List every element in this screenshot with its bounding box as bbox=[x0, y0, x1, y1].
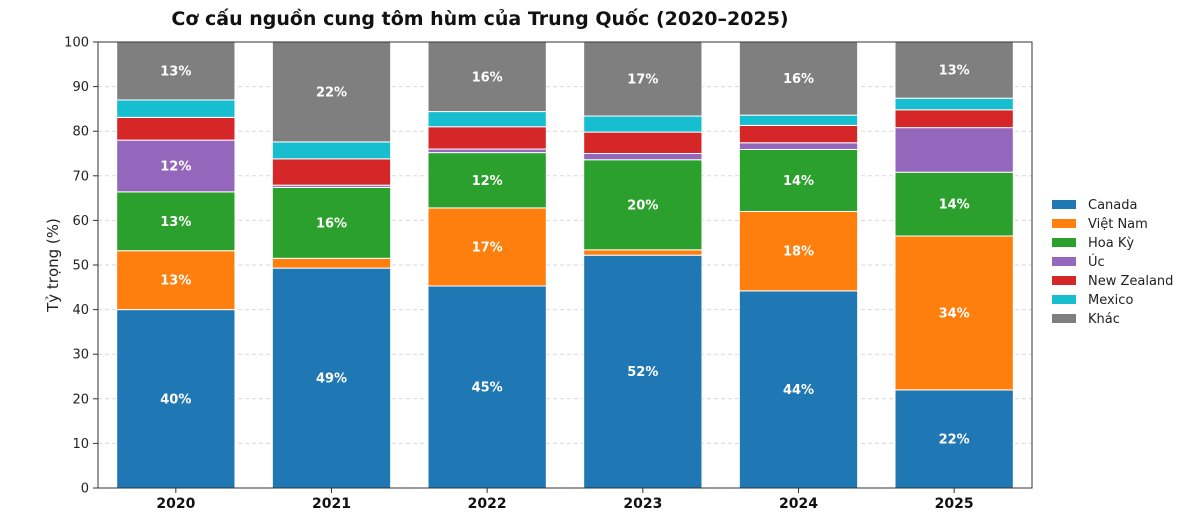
bar-segment bbox=[271, 186, 392, 259]
y-tick-label: 0 bbox=[81, 482, 89, 497]
bar-segment bbox=[738, 290, 859, 489]
data-label: 34% bbox=[939, 306, 970, 321]
data-label: 13% bbox=[160, 274, 191, 289]
bar-segment bbox=[427, 285, 547, 489]
data-label: 49% bbox=[316, 372, 347, 387]
bar-segment bbox=[583, 254, 703, 489]
bars bbox=[116, 41, 1014, 489]
bar-segment bbox=[271, 257, 392, 269]
bar-segment bbox=[583, 131, 703, 154]
data-label: 13% bbox=[160, 64, 191, 79]
bar-segment bbox=[738, 41, 859, 116]
bar-segment bbox=[583, 115, 703, 133]
x-tick-label: 2022 bbox=[468, 496, 507, 512]
data-label: 18% bbox=[783, 245, 814, 260]
legend-label: Hoa Kỳ bbox=[1088, 236, 1134, 251]
x-axis-ticks: 2020 2021 2022 2023 2024 2025 bbox=[156, 488, 974, 512]
y-tick-label: 30 bbox=[72, 348, 89, 363]
bar-segment bbox=[583, 41, 703, 117]
y-tick-label: 90 bbox=[72, 80, 89, 95]
grid-lines bbox=[98, 86, 1032, 444]
chart-title: Cơ cấu nguồn cung tôm hùm của Trung Quốc… bbox=[171, 7, 788, 30]
bar-segment bbox=[427, 41, 547, 113]
data-label: 12% bbox=[160, 159, 191, 174]
bar-segment bbox=[427, 148, 547, 154]
x-tick-label: 2024 bbox=[779, 496, 818, 512]
y-tick-label: 40 bbox=[72, 303, 89, 318]
bar-segment bbox=[894, 97, 1014, 111]
legend-label: Khác bbox=[1088, 312, 1120, 327]
bar-segment bbox=[894, 109, 1014, 129]
data-label: 44% bbox=[783, 383, 814, 398]
data-label: 12% bbox=[472, 174, 503, 189]
data-label: 13% bbox=[939, 64, 970, 79]
y-tick-label: 60 bbox=[72, 214, 89, 229]
bar-segment bbox=[894, 127, 1014, 173]
legend-label: Mexico bbox=[1088, 293, 1133, 308]
legend-swatch bbox=[1052, 314, 1076, 323]
data-label: 45% bbox=[472, 380, 503, 395]
x-tick-label: 2025 bbox=[935, 496, 974, 512]
legend-swatch bbox=[1052, 295, 1076, 304]
legend-label: New Zealand bbox=[1088, 274, 1173, 289]
bar-segment bbox=[427, 207, 547, 287]
bar-segment bbox=[583, 153, 703, 161]
bar-segment bbox=[271, 158, 392, 186]
bar-segment bbox=[894, 235, 1014, 391]
y-tick-label: 50 bbox=[72, 259, 89, 274]
y-axis-label: Tỷ trọng (%) bbox=[44, 218, 62, 313]
legend-swatch bbox=[1052, 219, 1076, 228]
bar-segment bbox=[116, 191, 236, 252]
bar-segment bbox=[427, 111, 547, 128]
bar-segment bbox=[116, 116, 236, 141]
data-label: 52% bbox=[627, 365, 658, 380]
data-label: 22% bbox=[316, 85, 347, 100]
x-tick-label: 2021 bbox=[312, 496, 351, 512]
bar-segment bbox=[738, 142, 859, 150]
bar-segment bbox=[271, 41, 392, 143]
y-tick-label: 70 bbox=[72, 169, 89, 184]
legend-swatch bbox=[1052, 238, 1076, 247]
bar-segment bbox=[894, 41, 1014, 99]
bar-segment bbox=[116, 99, 236, 118]
bar-segment bbox=[738, 148, 859, 212]
bar-segment bbox=[427, 126, 547, 150]
legend-swatch bbox=[1052, 257, 1076, 266]
x-tick-label: 2023 bbox=[623, 496, 662, 512]
data-label: 16% bbox=[472, 70, 503, 85]
data-label: 20% bbox=[627, 198, 658, 213]
y-tick-label: 80 bbox=[72, 125, 89, 140]
data-label: 14% bbox=[783, 174, 814, 189]
y-axis-ticks: 0 10 20 30 40 50 60 70 80 90 100 bbox=[64, 36, 98, 497]
x-tick-label: 2020 bbox=[156, 496, 195, 512]
data-labels: 40% 13% 13% 12% 13% 49% 16% 22% 45% 17% 12% 16% 52% 2… bbox=[160, 64, 969, 448]
data-label: 13% bbox=[160, 215, 191, 230]
bar-segment bbox=[738, 114, 859, 126]
data-label: 14% bbox=[939, 198, 970, 213]
bar-segment bbox=[583, 159, 703, 251]
bar-segment bbox=[116, 41, 236, 101]
data-label: 17% bbox=[627, 73, 658, 88]
legend-swatch bbox=[1052, 276, 1076, 285]
bar-segment bbox=[116, 250, 236, 311]
legend-label: Việt Nam bbox=[1088, 217, 1148, 232]
bar-segment bbox=[738, 210, 859, 292]
bar-segment bbox=[427, 152, 547, 209]
legend: Canada Việt Nam Hoa Kỳ Úc New Zealand Mexico K… bbox=[1052, 198, 1173, 327]
y-tick-label: 100 bbox=[64, 36, 89, 51]
bar-segment bbox=[583, 249, 703, 256]
data-label: 16% bbox=[316, 216, 347, 231]
y-tick-label: 20 bbox=[72, 392, 89, 407]
legend-label: Úc bbox=[1088, 254, 1105, 270]
bar-segment bbox=[271, 141, 392, 160]
bar-segment bbox=[738, 124, 859, 144]
legend-label: Canada bbox=[1088, 198, 1137, 213]
data-label: 22% bbox=[939, 432, 970, 447]
data-label: 16% bbox=[783, 72, 814, 87]
legend-swatch bbox=[1052, 200, 1076, 209]
data-label: 17% bbox=[472, 240, 503, 255]
y-tick-label: 10 bbox=[72, 437, 89, 452]
data-label: 40% bbox=[160, 392, 191, 407]
